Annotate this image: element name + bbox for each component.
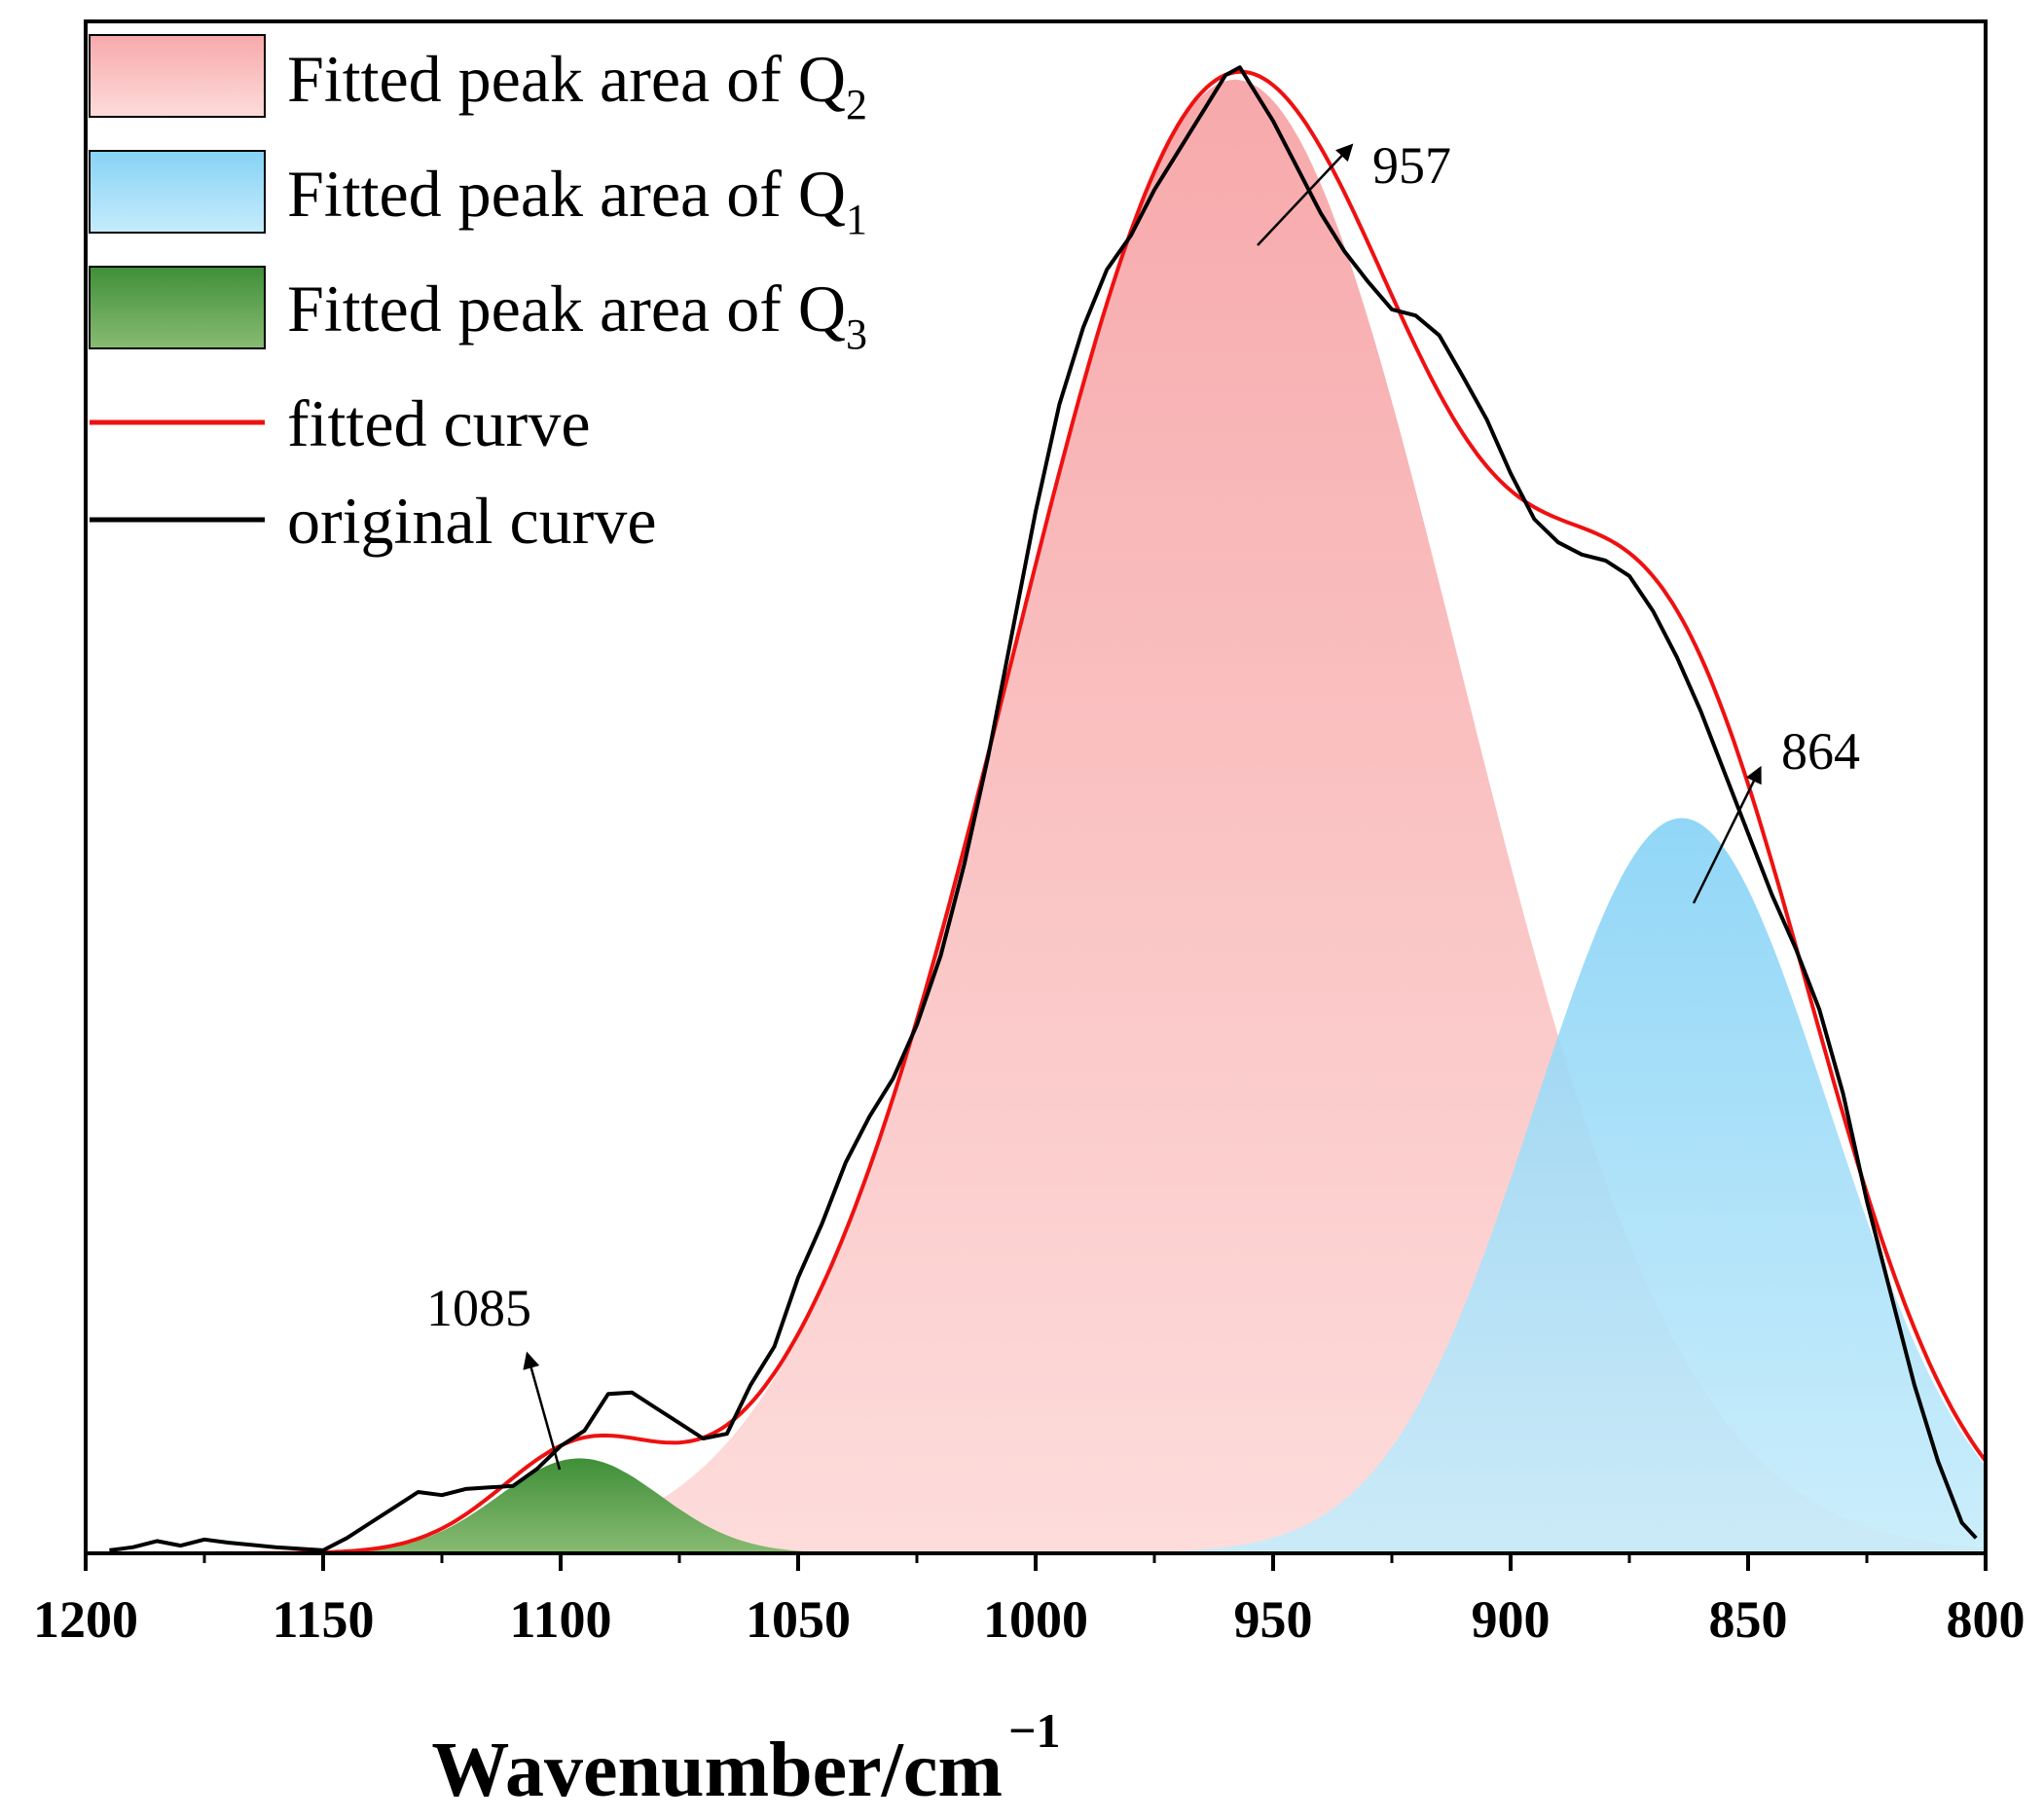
- x-tick-label: 1000: [983, 1590, 1088, 1649]
- area-q3: [86, 1458, 1986, 1553]
- x-tick-label: 950: [1234, 1590, 1313, 1649]
- x-axis-label: Wavenumber/cm: [431, 1728, 1003, 1813]
- x-tick-label: 800: [1947, 1590, 2026, 1649]
- x-tick-label: 1100: [509, 1590, 611, 1649]
- legend-swatch-q2: [89, 34, 266, 118]
- x-tick-label: 1150: [272, 1590, 374, 1649]
- original-curve-line: [109, 65, 1978, 1552]
- legend-label-q2: Fitted peak area of Q2: [287, 42, 867, 128]
- legend-label-q1: Fitted peak area of Q1: [287, 157, 867, 243]
- legend-label-original: original curve: [287, 484, 657, 558]
- area-q1: [86, 818, 1986, 1553]
- x-axis-label-superscript: −1: [1008, 1703, 1061, 1758]
- peak-label-957: 957: [1372, 136, 1451, 195]
- peak-label-864: 864: [1781, 722, 1860, 781]
- x-tick-label: 850: [1709, 1590, 1788, 1649]
- legend-label-q3: Fitted peak area of Q3: [287, 272, 867, 358]
- legend-label-fitted: fitted curve: [287, 386, 591, 460]
- x-tick-label: 1050: [746, 1590, 851, 1649]
- peak-arrow-1085: [523, 1351, 562, 1471]
- fitted-curve-line: [86, 69, 1986, 1553]
- legend-swatch-q3: [89, 266, 266, 349]
- x-tick-label: 900: [1472, 1590, 1551, 1649]
- peak-arrow-957: [1257, 143, 1354, 246]
- peak-arrow-864: [1692, 765, 1762, 904]
- peak-label-1085: 1085: [426, 1279, 531, 1337]
- x-tick-label: 1200: [33, 1590, 138, 1649]
- legend-swatch-q1: [89, 150, 266, 234]
